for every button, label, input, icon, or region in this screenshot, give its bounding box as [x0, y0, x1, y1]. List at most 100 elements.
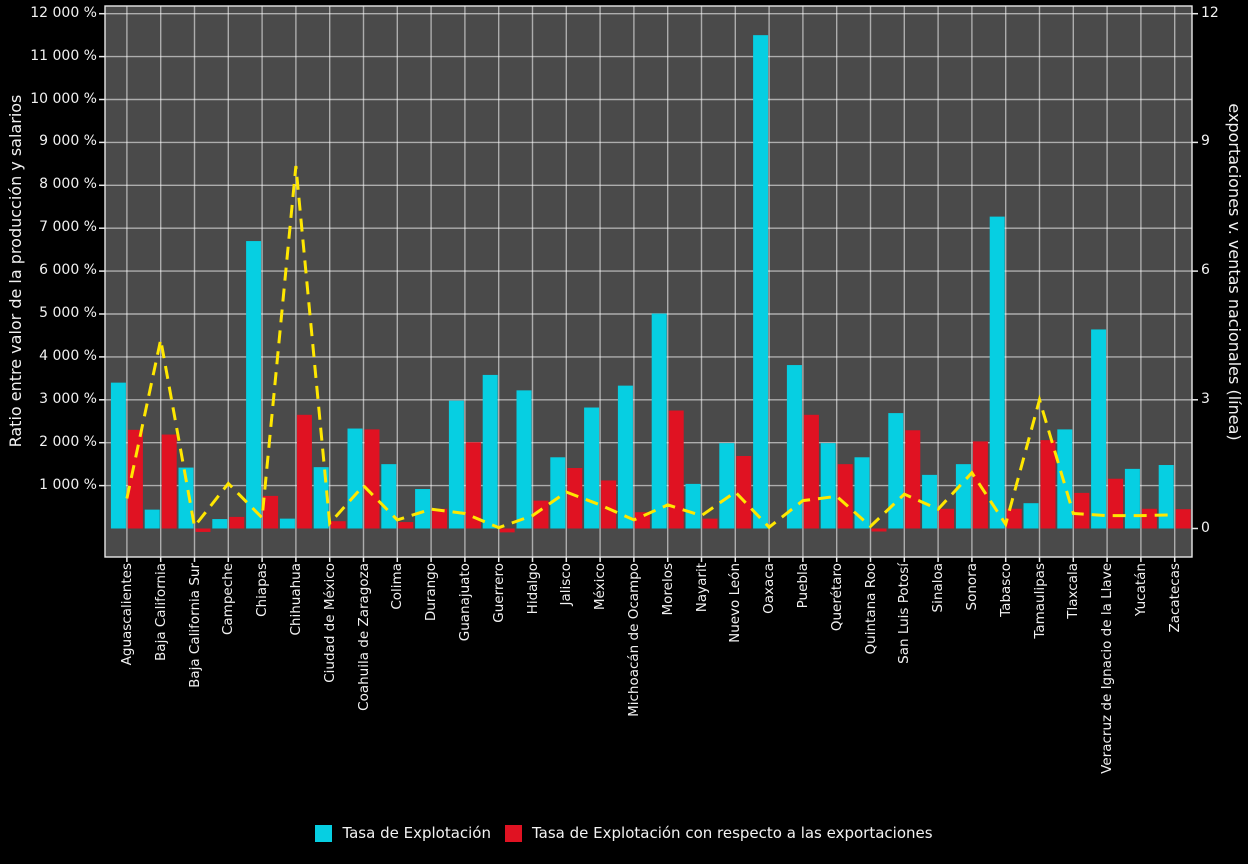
bar-tasa-exportaciones	[432, 508, 448, 529]
bar-tasa-exportaciones	[939, 508, 955, 529]
y-left-tick-label: 5 000 %	[39, 305, 97, 321]
bar-tasa-exportaciones	[668, 410, 684, 529]
bar-tasa-explotacion	[212, 519, 228, 529]
x-tick-label-state: Durango	[423, 563, 440, 622]
bar-tasa-explotacion	[753, 35, 769, 529]
x-tick-label-state: Chihuahua	[287, 563, 304, 636]
x-tick-label-state: Campeche	[220, 563, 237, 636]
y-left-tick-label: 7 000 %	[39, 219, 97, 236]
bar-tasa-explotacion	[516, 390, 532, 529]
bar-tasa-exportaciones	[229, 516, 245, 529]
bar-tasa-explotacion	[482, 374, 498, 529]
x-tick-label-state: Ciudad de México	[321, 563, 338, 683]
x-tick-label-state: Puebla	[794, 563, 811, 609]
y-left-tick-label: 6 000 %	[39, 262, 97, 279]
bar-tasa-exportaciones	[127, 429, 143, 529]
bar-tasa-explotacion	[955, 464, 971, 529]
bar-tasa-explotacion	[110, 382, 126, 529]
x-tick-label-state: Tamaulipas	[1031, 563, 1048, 639]
bar-tasa-explotacion	[279, 518, 295, 529]
bar-tasa-exportaciones	[533, 500, 549, 529]
bar-tasa-exportaciones	[364, 429, 380, 529]
x-tick-label-state: Sinaloa	[930, 563, 947, 613]
bar-tasa-explotacion	[584, 407, 600, 529]
bar-tasa-exportaciones	[499, 528, 515, 533]
bar-tasa-explotacion	[888, 413, 904, 529]
x-tick-label-state: Colima	[389, 563, 406, 610]
line-exportaciones-ventas	[125, 165, 1175, 530]
bar-tasa-explotacion	[651, 313, 667, 529]
bar-tasa-exportaciones	[296, 414, 312, 529]
bar-tasa-exportaciones	[736, 455, 752, 529]
bar-tasa-exportaciones	[1108, 478, 1124, 529]
x-tick-label-state: Michoacán de Ocampo	[625, 563, 642, 717]
legend-label-tasa: Tasa de Explotación	[342, 824, 491, 842]
bar-tasa-exportaciones	[803, 414, 819, 529]
bar-tasa-explotacion	[685, 483, 701, 529]
bar-tasa-explotacion	[448, 400, 464, 529]
y-left-tick-label: 4 000 %	[39, 347, 97, 364]
x-tick-label-state: Aguascalientes	[118, 563, 135, 666]
bar-tasa-explotacion	[989, 216, 1005, 529]
bar-tasa-exportaciones	[465, 442, 481, 529]
bar-tasa-explotacion	[922, 474, 938, 529]
bar-tasa-explotacion	[415, 489, 431, 529]
x-tick-label-state: Zacatecas	[1166, 563, 1183, 633]
y-left-tick-label: 10 000 %	[30, 90, 97, 107]
y-left-tick-label: 9 000 %	[39, 133, 97, 150]
y-right-tick-label: 12	[1201, 4, 1219, 21]
bar-tasa-explotacion	[786, 365, 802, 529]
bar-tasa-explotacion	[719, 443, 735, 529]
bar-tasa-explotacion	[1091, 329, 1107, 529]
bar-tasa-explotacion	[617, 385, 633, 529]
bar-tasa-exportaciones	[871, 528, 887, 532]
bar-tasa-exportaciones	[1040, 440, 1056, 529]
bar-tasa-exportaciones	[1175, 509, 1191, 529]
x-tick-label-state: Jalisco	[558, 563, 575, 606]
legend-item-tasa-exportaciones: Tasa de Explotación con respecto a las e…	[505, 824, 933, 842]
x-tick-label-state: Nuevo León	[727, 563, 744, 643]
bar-tasa-exportaciones	[567, 468, 583, 529]
bar-tasa-explotacion	[854, 457, 870, 529]
x-tick-label-state: Tlaxcala	[1065, 563, 1082, 619]
bar-tasa-exportaciones	[702, 518, 718, 529]
bar-tasa-exportaciones	[634, 512, 650, 529]
x-tick-label-state: Oaxaca	[761, 563, 778, 614]
legend-label-tasa-exportaciones: Tasa de Explotación con respecto a las e…	[532, 824, 933, 842]
bar-tasa-explotacion	[1023, 503, 1039, 529]
bar-tasa-explotacion	[178, 467, 194, 529]
x-tick-label-state: Morelos	[659, 563, 676, 616]
bar-tasa-exportaciones	[263, 495, 279, 529]
legend: Tasa de Explotación Tasa de Explotación …	[0, 824, 1248, 842]
bar-tasa-explotacion	[550, 457, 566, 529]
bar-tasa-explotacion	[1124, 468, 1140, 529]
x-tick-label-state: Coahuila de Zaragoza	[355, 563, 372, 711]
x-tick-label-state: Yucatán	[1132, 563, 1149, 617]
y-left-tick-label: 12 000 %	[30, 4, 97, 21]
bar-tasa-exportaciones	[1006, 508, 1022, 529]
bar-tasa-explotacion	[144, 509, 160, 529]
y-left-tick-label: 8 000 %	[39, 176, 97, 193]
y-right-tick-label: 9	[1201, 133, 1210, 150]
x-tick-label-state: San Luis Potosí	[896, 563, 913, 664]
y-left-tick-label: 1 000 %	[39, 476, 97, 493]
bar-tasa-exportaciones	[1141, 508, 1157, 529]
y-right-tick-label: 6	[1201, 262, 1210, 279]
x-tick-label-state: Chiapas	[254, 563, 271, 617]
bar-tasa-explotacion	[246, 241, 262, 529]
y-right-tick-label: 0	[1201, 519, 1210, 536]
bar-tasa-exportaciones	[1074, 492, 1090, 529]
legend-swatch-cyan	[315, 824, 333, 842]
plot-border	[104, 5, 1193, 558]
bar-tasa-exportaciones	[905, 430, 921, 529]
bar-tasa-explotacion	[1057, 429, 1073, 529]
x-tick-label-state: Tabasco	[997, 563, 1014, 617]
bar-tasa-exportaciones	[195, 528, 211, 532]
plot-area	[105, 6, 1192, 557]
x-tick-label-state: México	[592, 563, 609, 611]
y-axis-left-title: Ratio entre valor de la producción y sal…	[6, 94, 25, 448]
x-tick-label-state: Querétaro	[828, 563, 845, 632]
bar-tasa-exportaciones	[161, 434, 177, 529]
bar-tasa-exportaciones	[601, 480, 617, 529]
